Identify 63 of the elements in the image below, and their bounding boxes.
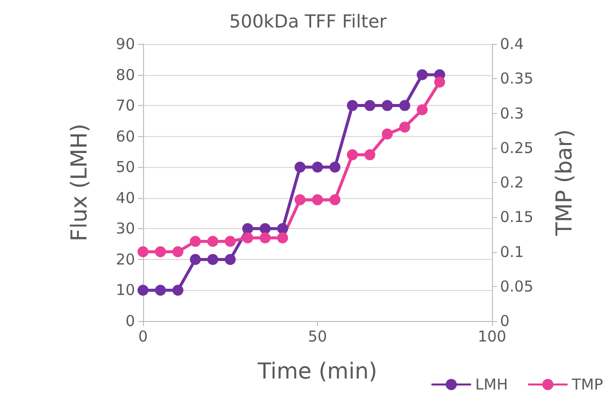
y-tick-label: 50 [116, 158, 135, 176]
y2-tick-label: 0.2 [500, 174, 524, 192]
point [154, 246, 166, 258]
point [190, 236, 201, 247]
point [312, 194, 323, 206]
point [224, 254, 236, 265]
point [382, 128, 393, 140]
y2-axis-title: TMP (bar) [552, 129, 578, 237]
y2-tick-label: 0.4 [500, 35, 524, 53]
x-axis-title: Time (min) [256, 360, 378, 384]
point [224, 236, 236, 247]
y-tick-label: 0 [125, 312, 135, 330]
point [172, 284, 184, 296]
point [260, 232, 271, 244]
y-tick-label: 60 [116, 127, 135, 146]
point [190, 254, 201, 265]
point [242, 232, 254, 244]
y2-tick-label: 0.1 [500, 242, 524, 261]
y-tick-label: 90 [116, 35, 135, 53]
y-tick-label: 80 [116, 66, 135, 84]
y-tick-label: 40 [116, 188, 135, 207]
point [138, 246, 148, 258]
point [277, 223, 288, 234]
point [399, 100, 410, 112]
y2-tick-label: 0.15 [500, 208, 534, 226]
point [294, 194, 306, 206]
y2-tick-label: 0.25 [500, 138, 534, 157]
point [260, 223, 271, 234]
point [434, 76, 446, 88]
y-axis-title: Flux (LMH) [68, 124, 92, 242]
point [382, 100, 393, 112]
y2-tick-label: 0 [500, 312, 510, 330]
point [294, 162, 306, 173]
x-tick-label: 50 [308, 328, 328, 346]
point [329, 194, 340, 206]
y-tick-label: 10 [116, 281, 135, 300]
point [346, 149, 358, 160]
point [154, 284, 166, 296]
point [312, 162, 323, 173]
point [207, 236, 218, 247]
point [138, 284, 148, 296]
point [346, 100, 358, 112]
y2-tick-label: 0.05 [500, 277, 534, 296]
point [277, 232, 288, 244]
point [329, 162, 340, 173]
chart-title: 500kDa TFF Filter [229, 12, 388, 32]
x-tick-label: 0 [138, 328, 148, 346]
x-tick-label: 100 [478, 328, 506, 346]
y-tick-label: 30 [116, 220, 135, 238]
y2-tick-label: 0.35 [500, 70, 534, 88]
point [399, 122, 410, 133]
point [207, 254, 218, 265]
legend-label: LMH [475, 376, 508, 394]
y-tick-label: 20 [116, 250, 135, 268]
point [364, 149, 376, 160]
point [172, 246, 184, 258]
y2-tick-label: 0.3 [500, 104, 524, 122]
point [416, 104, 428, 116]
point [416, 69, 428, 80]
y-tick-label: 70 [116, 96, 135, 115]
point [364, 100, 376, 112]
point [242, 223, 254, 234]
legend-label: TMP [570, 376, 604, 394]
